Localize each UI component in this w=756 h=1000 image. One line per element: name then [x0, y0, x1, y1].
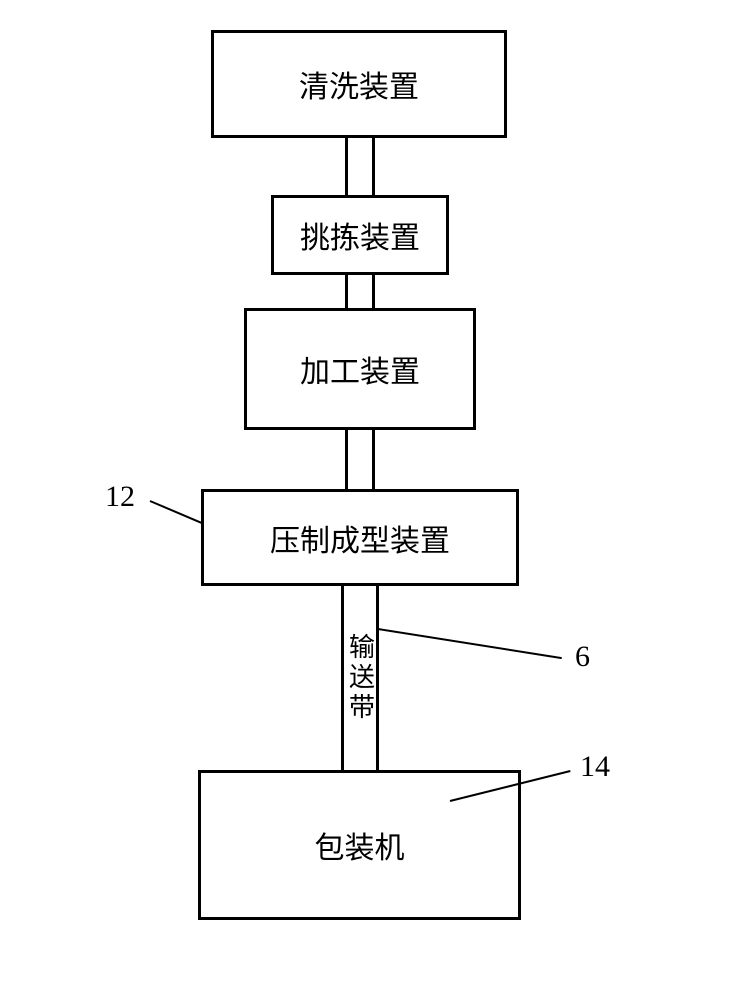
- reference-number-14: 14: [580, 750, 610, 784]
- flowchart-node-packaging: 包装机: [198, 770, 521, 920]
- reference-number-12: 12: [105, 480, 135, 514]
- node-label: 包装机: [315, 823, 405, 867]
- node-label: 清洗装置: [299, 62, 419, 106]
- connector-1-2: [345, 138, 375, 195]
- flowchart-node-sorting: 挑拣装置: [271, 195, 449, 275]
- flowchart-node-processing: 加工装置: [244, 308, 476, 430]
- connector-3-4: [345, 430, 375, 489]
- connector-label: 输送带: [342, 633, 379, 723]
- flowchart-node-press-molding: 压制成型装置: [201, 489, 519, 586]
- connector-4-5-conveyor: 输送带: [341, 586, 379, 770]
- reference-number-6: 6: [575, 640, 590, 674]
- flowchart-node-cleaning: 清洗装置: [211, 30, 507, 138]
- node-label: 挑拣装置: [300, 213, 420, 257]
- node-label: 加工装置: [300, 347, 420, 391]
- connector-2-3: [345, 275, 375, 308]
- leader-line-12: [150, 500, 203, 524]
- node-label: 压制成型装置: [270, 516, 450, 560]
- leader-line-6: [378, 628, 562, 659]
